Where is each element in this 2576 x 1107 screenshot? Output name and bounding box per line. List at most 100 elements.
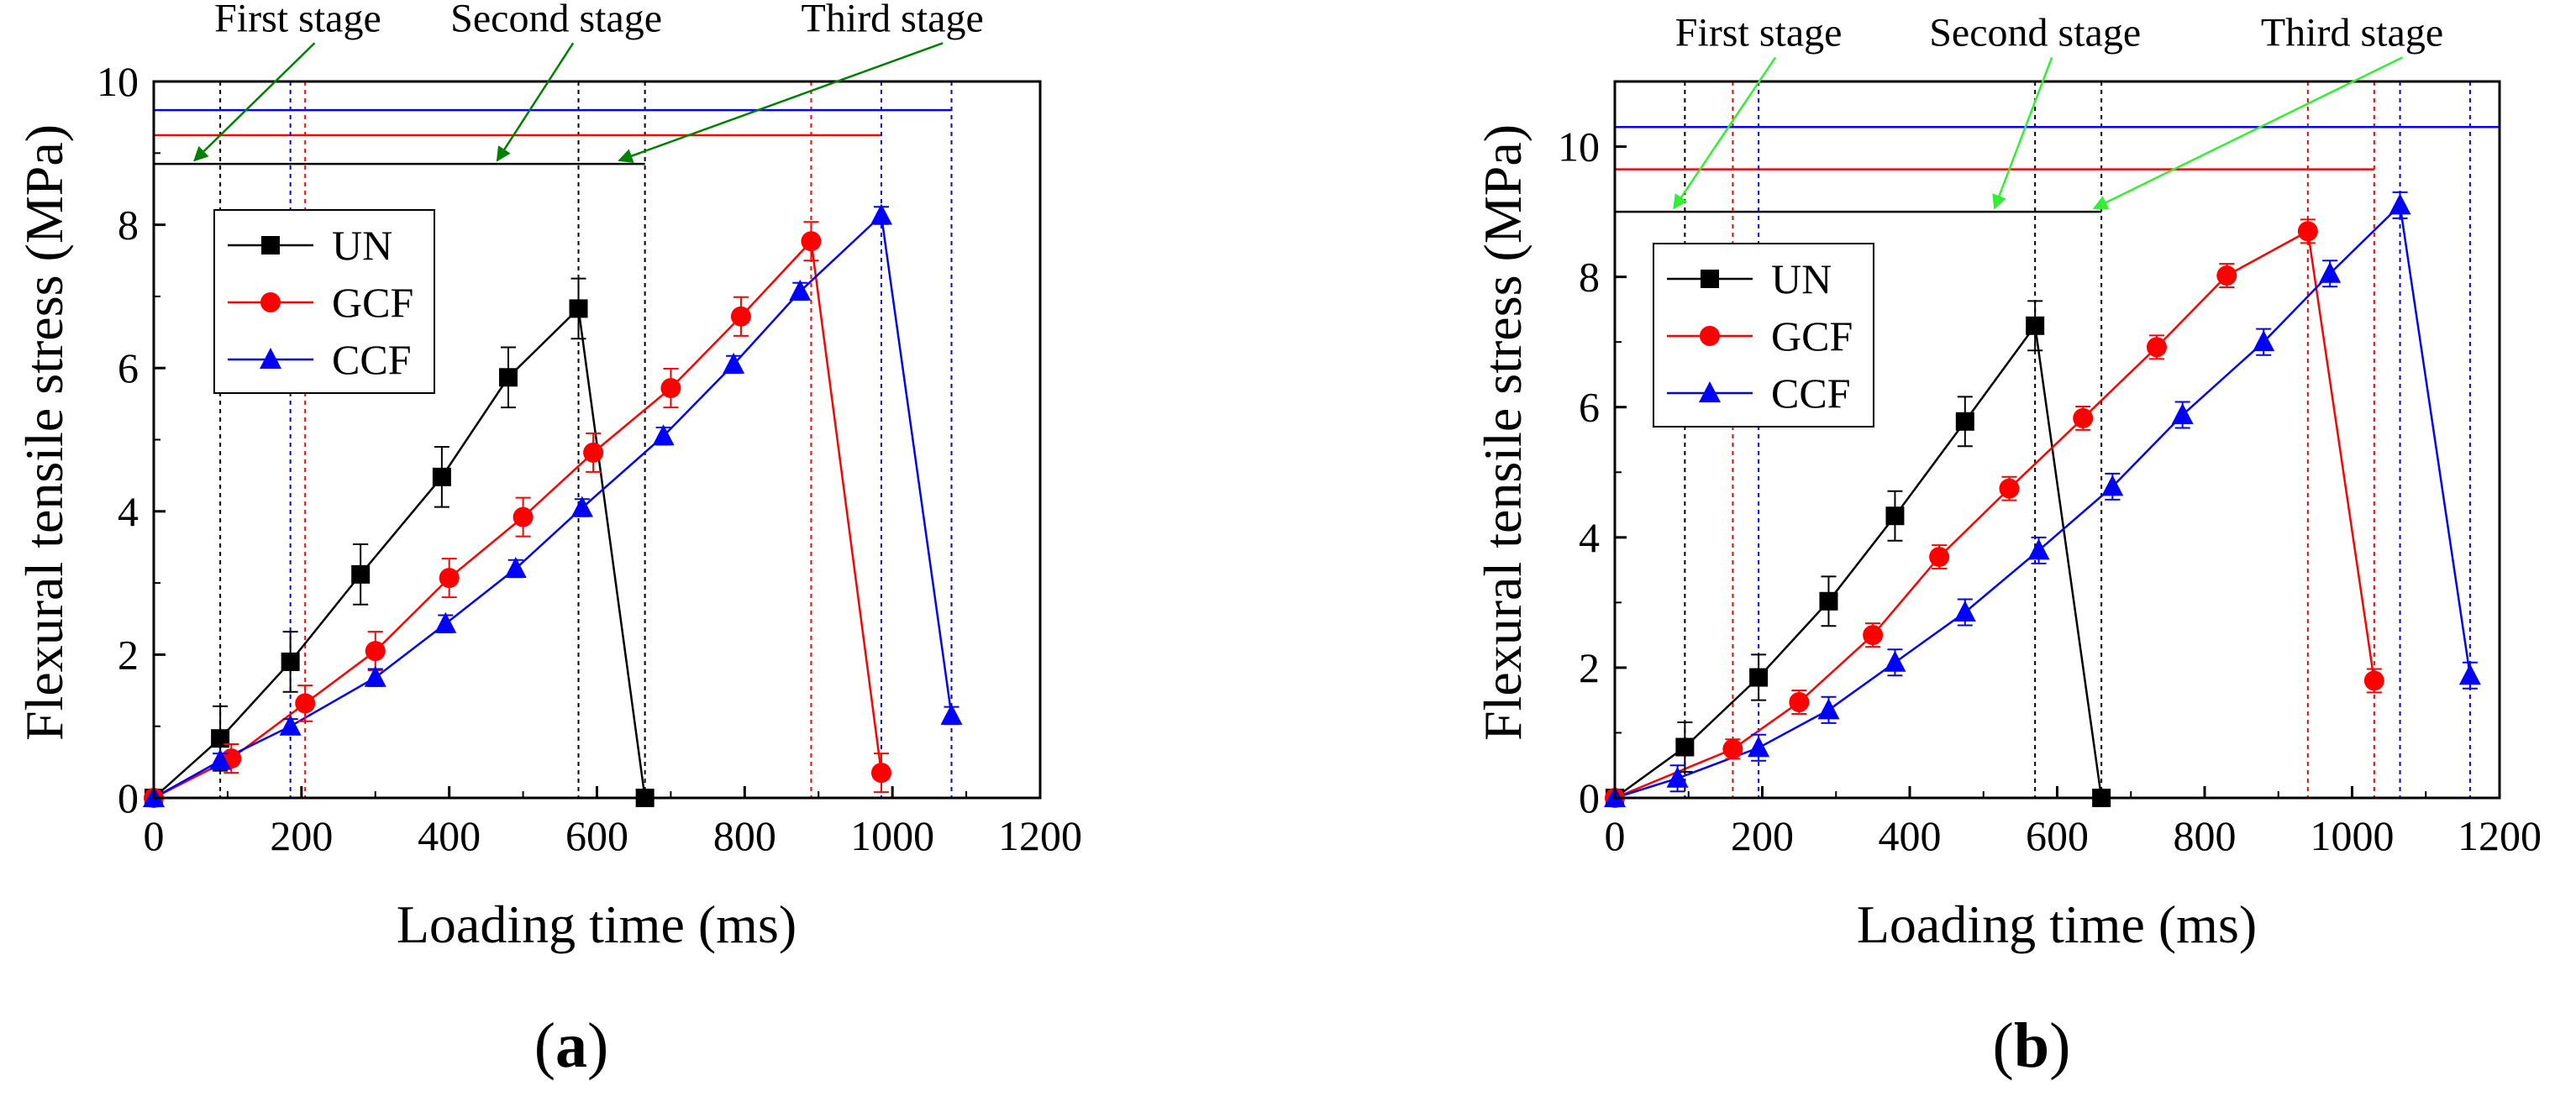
legend-label-a-gcf: GCF <box>332 279 413 326</box>
chart-panel-a: 0 200 400 600 800 1000 1200 0 2 4 6 8 10 First stage… <box>14 0 1082 1081</box>
stage-arrow-b-2 <box>2092 56 2404 210</box>
y-axis-title-a: Flexural tensile stress (MPa) <box>14 124 74 741</box>
x-tick-label-b-4: 800 <box>2174 812 2237 859</box>
x-tick-label-b-5: 1000 <box>2311 812 2395 859</box>
series-line-b-un <box>1614 323 2103 800</box>
y-tick-label-a-1: 2 <box>118 631 139 678</box>
stage-label-a-2: Third stage <box>802 0 984 40</box>
data-point-b-un-2 <box>1749 668 1769 687</box>
data-point-a-gcf-3 <box>365 641 386 662</box>
legend-label-b-un: UN <box>1771 255 1832 302</box>
data-point-a-ccf-4 <box>434 611 457 633</box>
y-tick-label-b-4: 8 <box>1579 254 1600 301</box>
x-tick-label-a-6: 1200 <box>998 812 1082 859</box>
data-point-a-un-4 <box>432 467 451 486</box>
y-tick-label-a-2: 4 <box>118 488 139 535</box>
data-point-b-gcf-5 <box>1999 478 2020 499</box>
chart-panel-b: 0 200 400 600 800 1000 1200 0 2 4 6 8 10 First stage… <box>1473 10 2542 1081</box>
stage-arrow-a-2 <box>618 42 944 163</box>
x-tick-label-a-5: 1000 <box>850 812 934 859</box>
panel-label-a-close: ) <box>587 1010 608 1081</box>
stage-label-a-1: Second stage <box>450 0 662 40</box>
data-point-a-ccf-2 <box>279 714 302 736</box>
plot-frame-b <box>1613 80 2501 800</box>
x-tick-label-b-6: 1200 <box>2458 812 2542 859</box>
panel-label-a-letter: a <box>555 1010 587 1081</box>
panel-label-b-open: ( <box>1993 1010 2014 1081</box>
data-point-b-ccf-3 <box>1817 698 1840 720</box>
data-point-a-ccf-10 <box>870 203 892 225</box>
data-point-b-ccf-5 <box>1953 600 1976 622</box>
panel-label-a-open: ( <box>534 1010 555 1081</box>
data-point-b-ccf-7 <box>2101 475 2124 496</box>
x-tick-label-a-1: 200 <box>270 812 333 859</box>
y-tick-label-a-5: 10 <box>97 58 139 105</box>
x-axis-title-b: Loading time (ms) <box>1857 895 2257 954</box>
data-point-b-gcf-1 <box>1722 738 1743 759</box>
data-point-a-un-1 <box>211 729 230 748</box>
panel-label-b-letter: b <box>2014 1010 2049 1081</box>
stage-guide-lines-a <box>154 81 953 798</box>
y-axis-title-b: Flexural tensile stress (MPa) <box>1473 124 1532 741</box>
legend-marker-a-gcf <box>260 292 281 312</box>
y-tick-label-a-3: 6 <box>118 344 139 391</box>
data-point-b-ccf-11 <box>2389 193 2411 215</box>
x-tick-label-a-4: 800 <box>713 812 776 859</box>
data-point-a-gcf-5 <box>513 506 534 527</box>
data-point-b-un-3 <box>1819 591 1838 611</box>
stage-arrow-b-0 <box>1673 56 1777 210</box>
data-point-a-gcf-2 <box>295 693 316 714</box>
stage-guide-lines-b <box>1615 81 2500 798</box>
data-point-a-gcf-9 <box>801 231 822 252</box>
data-point-a-un-6 <box>569 299 588 318</box>
legend-a: UN GCF CCF <box>213 209 435 394</box>
x-axis-title-a: Loading time (ms) <box>397 895 796 954</box>
data-point-a-ccf-9 <box>789 279 812 301</box>
legend-label-b-gcf: GCF <box>1771 312 1853 359</box>
data-point-a-gcf-4 <box>439 568 460 589</box>
x-tick-label-b-0: 0 <box>1605 812 1626 859</box>
x-tick-label-a-3: 600 <box>565 812 628 859</box>
data-point-b-ccf-10 <box>2319 261 2342 283</box>
data-point-b-ccf-1 <box>1666 766 1689 788</box>
data-point-a-ccf-8 <box>723 352 745 374</box>
legend-label-a-un: UN <box>332 222 392 269</box>
data-point-b-un-5 <box>1955 412 1974 431</box>
data-point-b-ccf-2 <box>1748 736 1770 758</box>
data-point-b-gcf-7 <box>2146 337 2167 358</box>
panel-label-a: (a) <box>534 1010 609 1081</box>
data-markers-a <box>143 203 963 808</box>
data-point-a-un-3 <box>351 564 371 584</box>
stage-annotations-b: First stage Second stage Third stage <box>1673 10 2443 210</box>
x-tick-label-b-3: 600 <box>2026 812 2089 859</box>
legend-marker-b-ccf <box>1699 381 1721 402</box>
legend-b: UN GCF CCF <box>1653 243 1874 428</box>
y-tick-label-b-1: 2 <box>1579 644 1600 691</box>
stage-arrow-a-0 <box>193 42 316 162</box>
data-point-a-gcf-8 <box>730 306 751 327</box>
legend-marker-b-gcf <box>1700 326 1720 346</box>
data-point-a-gcf-6 <box>583 442 604 463</box>
y-tick-label-b-5: 10 <box>1558 123 1600 171</box>
data-point-a-ccf-3 <box>364 665 386 687</box>
data-point-a-ccf-6 <box>570 496 593 517</box>
axes-a: 0 200 400 600 800 1000 1200 0 2 4 6 8 10 <box>97 58 1082 859</box>
y-tick-label-b-2: 4 <box>1579 514 1600 561</box>
stage-label-b-0: First stage <box>1675 10 1843 55</box>
x-tick-label-a-2: 400 <box>418 812 481 859</box>
data-point-b-gcf-9 <box>2297 221 2318 242</box>
y-tick-label-b-0: 0 <box>1579 774 1600 821</box>
data-point-a-ccf-5 <box>504 557 527 579</box>
data-point-a-ccf-7 <box>652 424 675 446</box>
stage-label-b-1: Second stage <box>1929 10 2141 55</box>
series-line-a-un <box>153 306 646 799</box>
data-point-b-gcf-2 <box>1789 692 1810 713</box>
x-tick-label-b-1: 200 <box>1731 812 1794 859</box>
data-point-b-ccf-8 <box>2171 403 2194 425</box>
data-point-b-un-1 <box>1675 737 1695 757</box>
data-point-b-un-4 <box>1885 506 1905 526</box>
y-tick-label-b-3: 6 <box>1579 384 1600 431</box>
stage-arrow-b-1 <box>1992 56 2053 210</box>
data-markers-b <box>1604 191 2481 808</box>
stage-label-b-2: Third stage <box>2261 10 2443 55</box>
